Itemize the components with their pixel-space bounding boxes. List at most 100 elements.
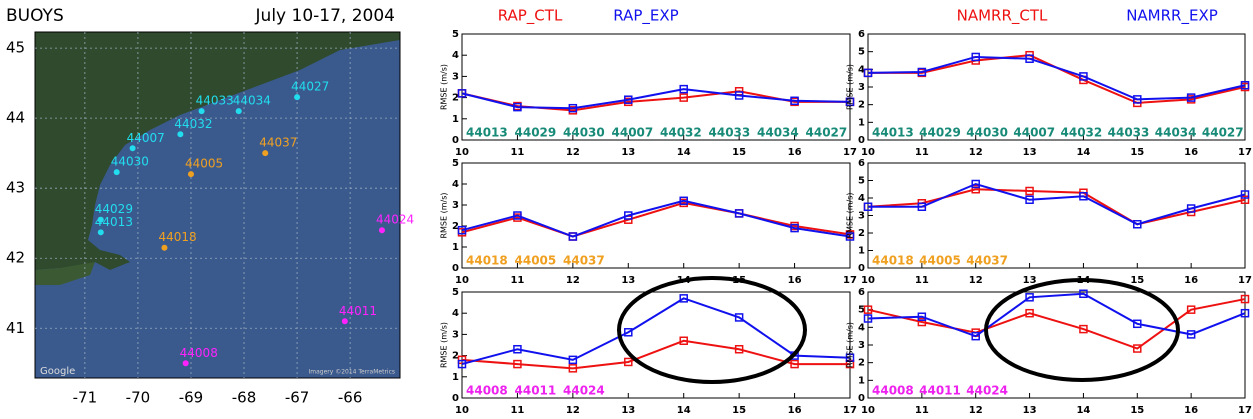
- y-tick-label: 0: [452, 393, 459, 404]
- legend-entry: RAP_CTL: [498, 7, 563, 26]
- x-tick-label: 12: [566, 147, 580, 158]
- buoy-id: 44033: [709, 126, 751, 140]
- x-tick-label: 11: [915, 275, 929, 286]
- y-tick-label: 3: [452, 200, 459, 211]
- y-tick-label: 3: [858, 211, 865, 222]
- buoy-id: 44011: [515, 384, 557, 398]
- x-tick-label: 15: [1130, 405, 1144, 416]
- y-tick-label: 6: [858, 29, 865, 40]
- buoy-id: 44030: [563, 126, 605, 140]
- attribution: Imagery ©2014 TerraMetrics: [308, 369, 395, 376]
- x-tick-label: 12: [969, 405, 983, 416]
- y-tick-label: 5: [452, 287, 459, 298]
- y-axis-label: RMSE (m/s): [846, 64, 855, 110]
- x-tick-label: 16: [788, 275, 802, 286]
- buoy-label: 44007: [127, 131, 165, 145]
- buoy-id: 44032: [1061, 126, 1103, 140]
- buoy-point: [188, 171, 194, 177]
- x-tick-label: 17: [1238, 275, 1252, 286]
- x-tick-label: 16: [788, 405, 802, 416]
- x-tick-label: 16: [1184, 275, 1198, 286]
- y-tick-label: 43: [6, 179, 25, 197]
- buoy-label: 44033: [196, 94, 234, 108]
- buoy-point: [379, 227, 385, 233]
- y-tick-label: 42: [6, 249, 25, 267]
- x-tick-label: 12: [969, 147, 983, 158]
- buoy-point: [130, 145, 136, 151]
- x-tick-label: 17: [1238, 405, 1252, 416]
- x-tick-label: 11: [510, 405, 524, 416]
- buoy-label: 44034: [233, 94, 271, 108]
- x-tick-label: 17: [843, 275, 857, 286]
- x-tick-label: 10: [455, 405, 469, 416]
- y-tick-label: 1: [858, 117, 865, 128]
- x-tick-label: 17: [843, 147, 857, 158]
- attribution: Google: [40, 366, 75, 377]
- x-tick-label: 11: [510, 147, 524, 158]
- y-tick-label: 2: [858, 100, 865, 111]
- x-tick-label: 10: [455, 275, 469, 286]
- buoy-point: [183, 360, 189, 366]
- x-tick-label: -71: [73, 389, 98, 407]
- buoy-id: 44008: [872, 384, 914, 398]
- y-tick-label: 2: [858, 358, 865, 369]
- y-tick-label: 1: [452, 372, 459, 383]
- y-tick-label: 4: [452, 179, 459, 190]
- x-tick-label: -70: [126, 389, 151, 407]
- x-tick-label: 14: [677, 405, 691, 416]
- y-axis-label: RMSE (m/s): [846, 322, 855, 368]
- buoy-point: [177, 131, 183, 137]
- x-tick-label: 13: [621, 405, 635, 416]
- x-tick-label: 16: [788, 147, 802, 158]
- buoy-id: 44029: [515, 126, 557, 140]
- x-tick-label: 12: [566, 405, 580, 416]
- buoy-label: 44005: [185, 157, 223, 171]
- x-tick-label: 13: [621, 147, 635, 158]
- buoy-id: 44005: [919, 254, 961, 268]
- y-tick-label: 0: [452, 263, 459, 274]
- buoy-point: [161, 245, 167, 251]
- legend-entry: NAMRR_EXP: [1126, 7, 1218, 26]
- legend-entry: RAP_EXP: [613, 7, 678, 26]
- buoy-label: 44013: [95, 215, 133, 229]
- y-axis-label: RMSE (m/s): [440, 64, 449, 110]
- y-tick-label: 0: [858, 135, 865, 146]
- buoy-label: 44037: [259, 136, 297, 150]
- series-line: [868, 184, 1245, 224]
- x-tick-label: -66: [338, 389, 363, 407]
- buoy-id: 44024: [563, 384, 605, 398]
- y-tick-label: 1: [452, 242, 459, 253]
- series-line: [868, 57, 1245, 99]
- buoy-label: 44018: [158, 230, 196, 244]
- x-tick-label: -69: [179, 389, 204, 407]
- buoy-point: [98, 229, 104, 235]
- y-tick-label: 4: [858, 322, 865, 333]
- x-tick-label: 11: [915, 147, 929, 158]
- y-tick-label: 41: [6, 319, 25, 337]
- buoy-id: 44007: [612, 126, 654, 140]
- x-tick-label: 15: [1130, 275, 1144, 286]
- buoy-id: 44027: [806, 126, 848, 140]
- y-tick-label: 5: [452, 158, 459, 169]
- x-tick-label: 13: [1023, 147, 1037, 158]
- y-tick-label: 45: [6, 39, 25, 57]
- x-tick-label: 15: [1130, 147, 1144, 158]
- y-axis-label: RMSE (m/s): [440, 192, 449, 238]
- x-tick-label: -67: [285, 389, 310, 407]
- buoy-label: 44030: [111, 155, 149, 169]
- y-tick-label: 2: [858, 228, 865, 239]
- highlight-ellipse: [986, 280, 1178, 380]
- y-axis-label: RMSE (m/s): [440, 322, 449, 368]
- buoy-id: 44034: [757, 126, 799, 140]
- y-axis-label: RMSE (m/s): [846, 192, 855, 238]
- map-subtitle: July 10-17, 2004: [255, 6, 395, 26]
- x-tick-label: 13: [621, 275, 635, 286]
- series-line: [868, 294, 1245, 336]
- buoy-id: 44008: [466, 384, 508, 398]
- x-tick-label: 10: [455, 147, 469, 158]
- buoy-label: 44027: [291, 80, 329, 94]
- buoy-id: 44013: [872, 126, 914, 140]
- y-tick-label: 4: [452, 50, 459, 61]
- y-tick-label: 3: [858, 82, 865, 93]
- x-tick-label: 14: [1076, 405, 1090, 416]
